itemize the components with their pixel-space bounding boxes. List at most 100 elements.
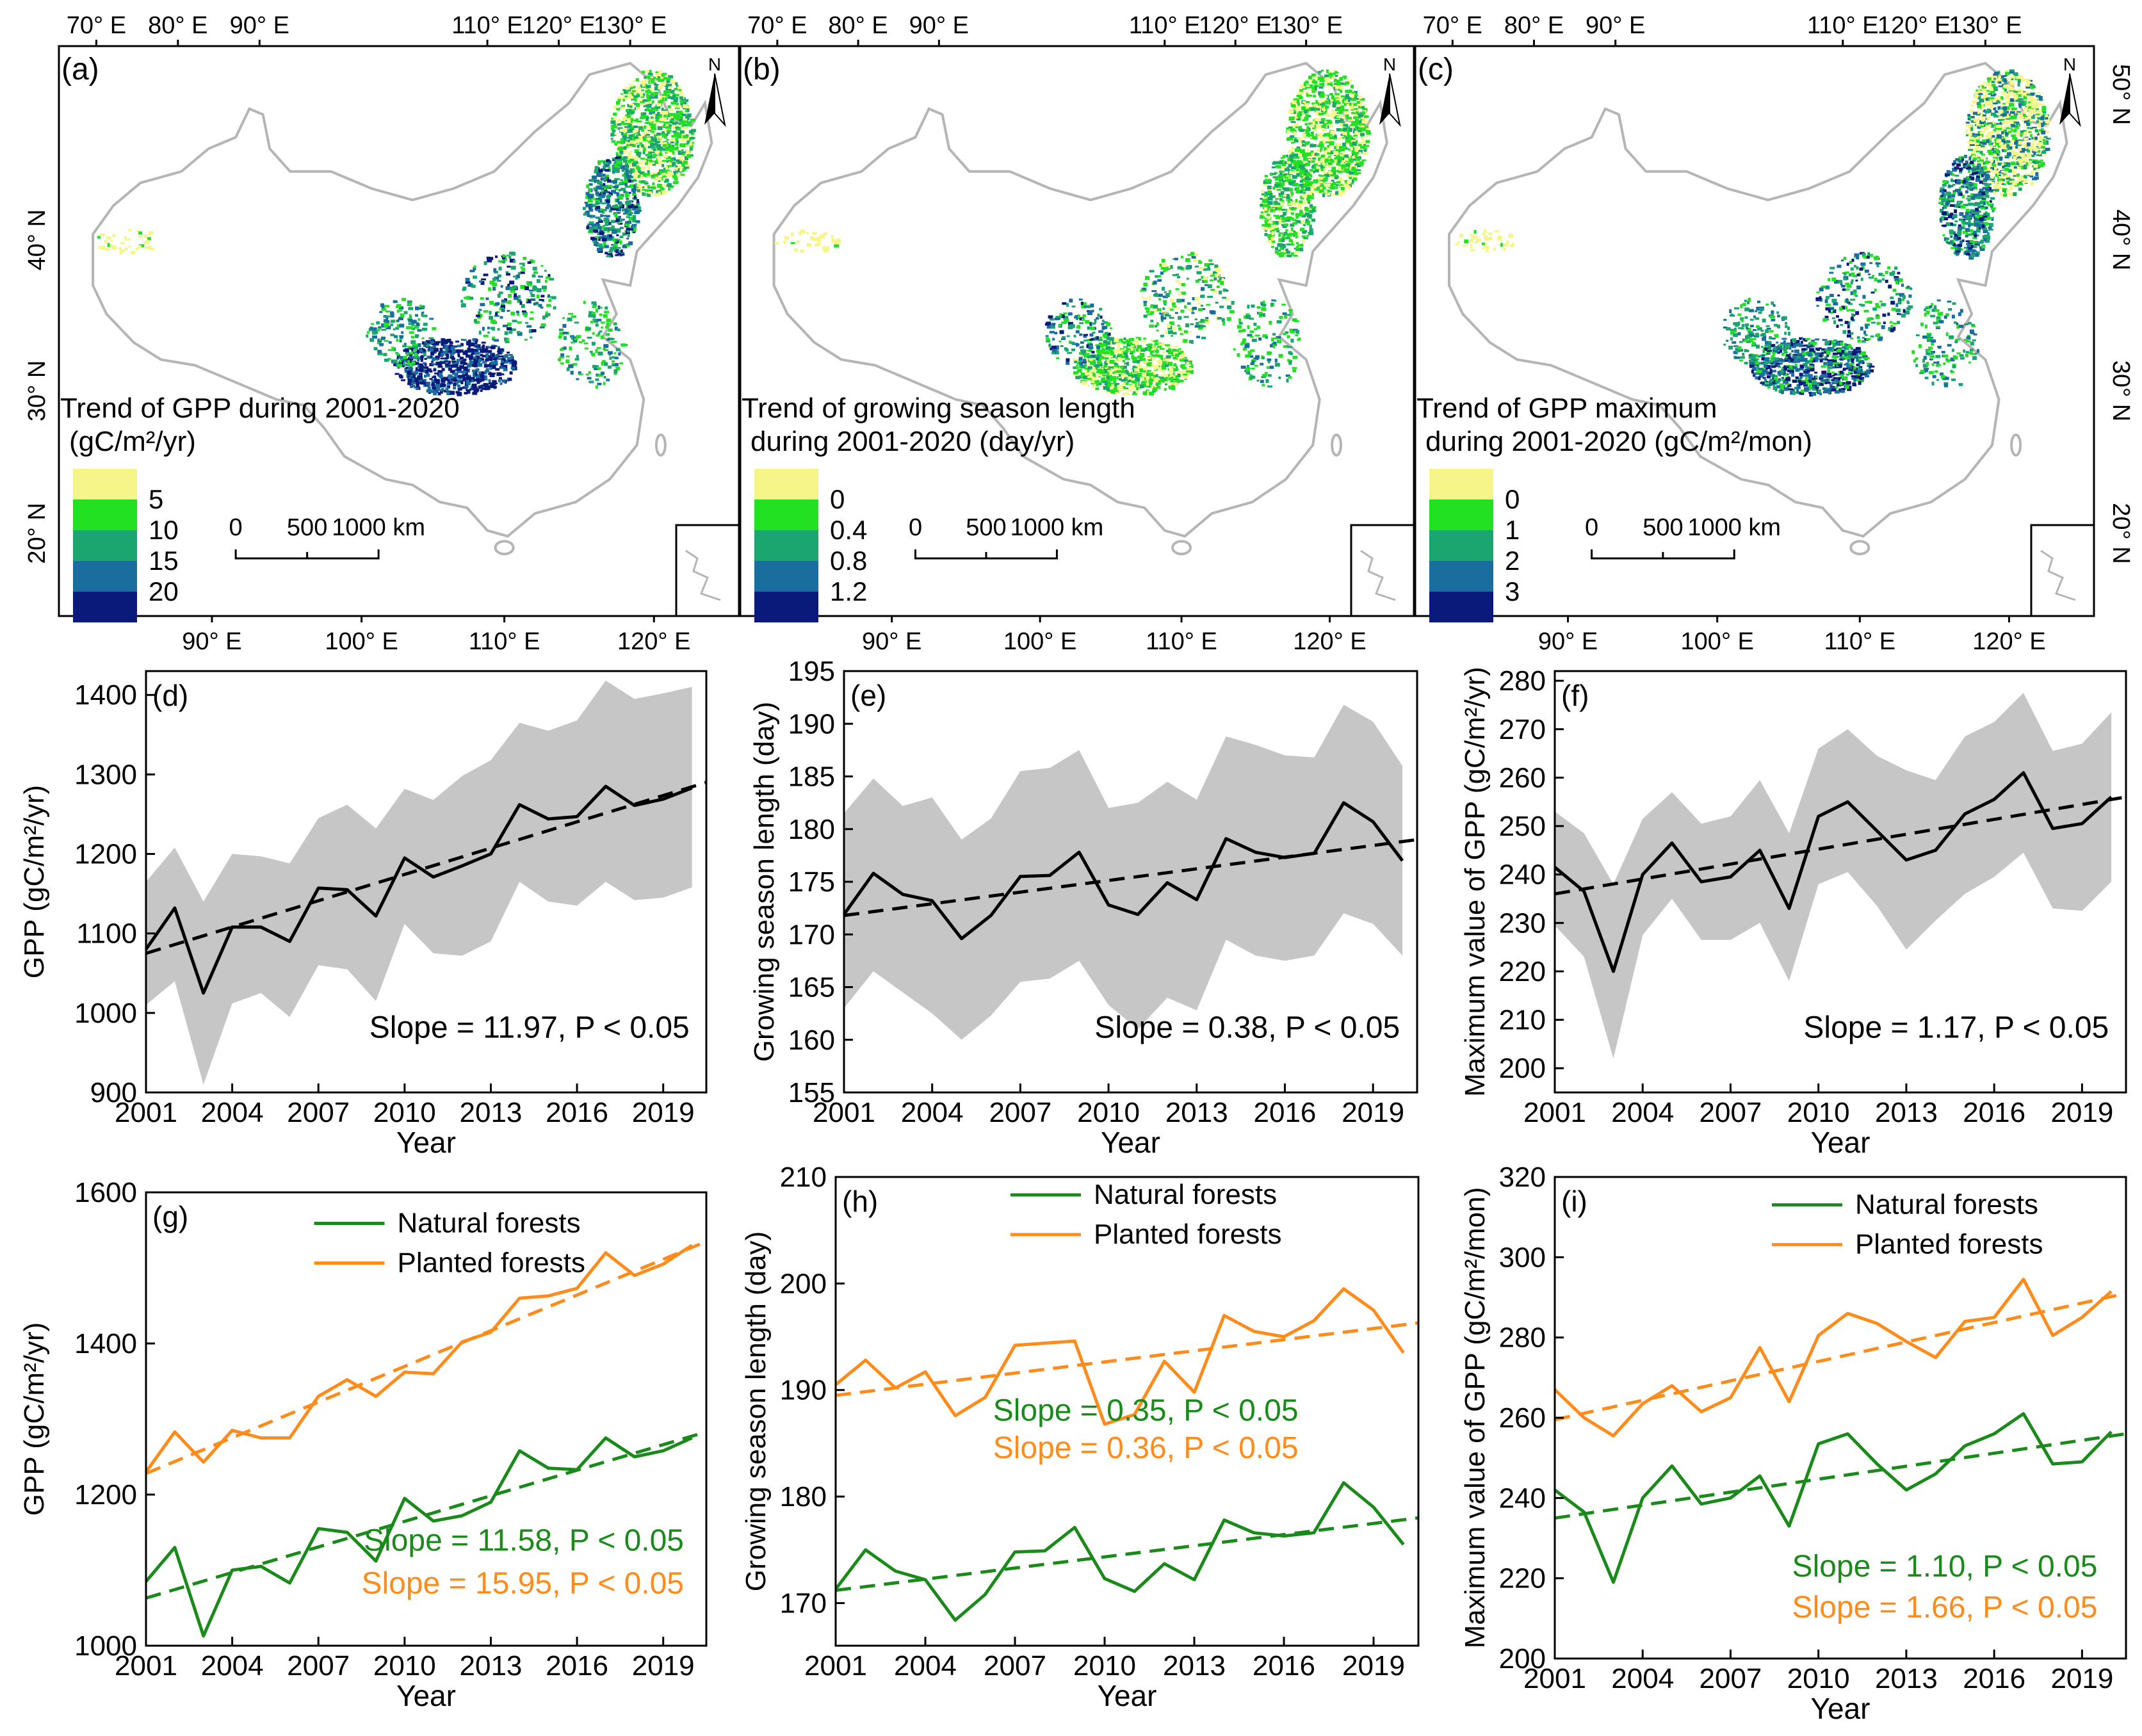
forest-pixel	[632, 191, 636, 195]
forest-pixel	[659, 120, 665, 123]
forest-pixel	[1297, 156, 1300, 159]
forest-pixel	[458, 349, 464, 353]
forest-pixel	[1363, 115, 1369, 118]
forest-pixel	[1125, 377, 1129, 379]
forest-pixel	[649, 97, 654, 99]
forest-pixel	[663, 129, 667, 132]
forest-pixel	[1149, 324, 1155, 328]
forest-pixel	[1153, 377, 1158, 380]
forest-pixel	[1127, 376, 1132, 380]
forest-pixel	[1124, 382, 1129, 385]
forest-pixel	[631, 188, 636, 192]
forest-pixel	[478, 344, 481, 348]
forest-pixel	[1180, 329, 1184, 332]
forest-pixel	[587, 193, 591, 197]
forest-pixel	[138, 236, 143, 238]
forest-pixel	[1162, 286, 1165, 291]
forest-pixel	[1045, 335, 1049, 338]
forest-pixel	[1186, 367, 1192, 371]
forest-pixel	[675, 125, 679, 129]
forest-pixel	[1339, 154, 1342, 157]
forest-pixel	[1296, 146, 1301, 149]
forest-pixel	[625, 231, 630, 234]
forest-pixel	[501, 299, 506, 303]
forest-pixel	[623, 129, 628, 133]
forest-pixel	[1192, 297, 1195, 300]
forest-pixel	[644, 76, 647, 79]
forest-pixel	[473, 370, 477, 375]
forest-pixel	[1278, 234, 1281, 238]
forest-pixel	[1126, 358, 1130, 361]
forest-pixel	[145, 246, 150, 249]
forest-pixel	[633, 136, 638, 139]
forest-pixel	[507, 309, 510, 312]
forest-pixel	[1281, 224, 1284, 227]
forest-pixel	[1358, 131, 1362, 136]
forest-pixel	[1168, 289, 1171, 294]
forest-pixel	[644, 185, 648, 188]
forest-pixel	[1119, 378, 1122, 381]
forest-pixel	[387, 357, 391, 361]
forest-pixel	[1306, 220, 1311, 224]
forest-pixel	[679, 130, 685, 134]
forest-pixel	[466, 381, 471, 385]
forest-pixel	[494, 355, 498, 357]
forest-pixel	[1341, 136, 1345, 139]
forest-pixel	[1352, 147, 1356, 150]
forest-pixel	[1343, 102, 1348, 106]
forest-pixel	[1310, 150, 1314, 153]
forest-pixel	[418, 363, 423, 366]
forest-pixel	[143, 234, 147, 238]
forest-pixel	[1147, 390, 1150, 394]
forest-pixel	[1270, 226, 1275, 230]
forest-pixel	[651, 175, 654, 177]
forest-pixel	[1278, 232, 1283, 234]
forest-pixel	[1075, 314, 1078, 318]
forest-pixel	[1319, 141, 1323, 143]
forest-pixel	[1365, 140, 1370, 143]
forest-pixel	[604, 169, 610, 172]
forest-pixel	[650, 76, 654, 79]
forest-pixel	[1313, 95, 1317, 98]
forest-pixel	[1174, 312, 1178, 314]
forest-pixel	[1328, 99, 1332, 102]
forest-pixel	[1296, 186, 1300, 191]
forest-pixel	[625, 161, 628, 165]
forest-pixel	[587, 199, 593, 203]
forest-pixel	[651, 124, 656, 127]
forest-pixel	[1318, 71, 1321, 75]
forest-pixel	[1222, 288, 1227, 292]
forest-pixel	[1088, 357, 1093, 361]
forest-pixel	[1280, 166, 1286, 169]
forest-pixel	[487, 331, 491, 334]
forest-pixel	[1122, 360, 1125, 362]
forest-pixel	[102, 245, 106, 250]
forest-pixel	[1274, 215, 1280, 217]
forest-pixel	[1178, 292, 1182, 295]
forest-pixel	[1171, 379, 1174, 383]
forest-pixel	[1342, 183, 1347, 185]
forest-pixel	[1335, 75, 1338, 77]
forest-pixel	[1280, 202, 1285, 206]
forest-pixel	[1089, 339, 1095, 341]
forest-pixel	[690, 142, 695, 144]
forest-pixel	[1303, 184, 1307, 188]
forest-pixel	[492, 277, 496, 281]
forest-pixel	[1291, 149, 1294, 153]
forest-pixel	[667, 83, 672, 86]
forest-pixel	[1117, 347, 1122, 350]
forest-pixel	[661, 173, 665, 176]
forest-pixel	[672, 113, 678, 117]
forest-pixel	[635, 161, 640, 164]
forest-pixel	[1288, 252, 1294, 256]
forest-pixel	[1146, 357, 1151, 359]
forest-pixel	[1200, 319, 1204, 322]
forest-pixel	[1087, 366, 1092, 369]
forest-pixel	[424, 341, 428, 344]
forest-pixel	[1326, 146, 1331, 150]
forest-pixel	[1351, 111, 1356, 114]
forest-pixel	[676, 159, 680, 162]
forest-pixel	[418, 307, 422, 310]
forest-pixel	[663, 133, 669, 136]
forest-pixel	[530, 336, 533, 339]
